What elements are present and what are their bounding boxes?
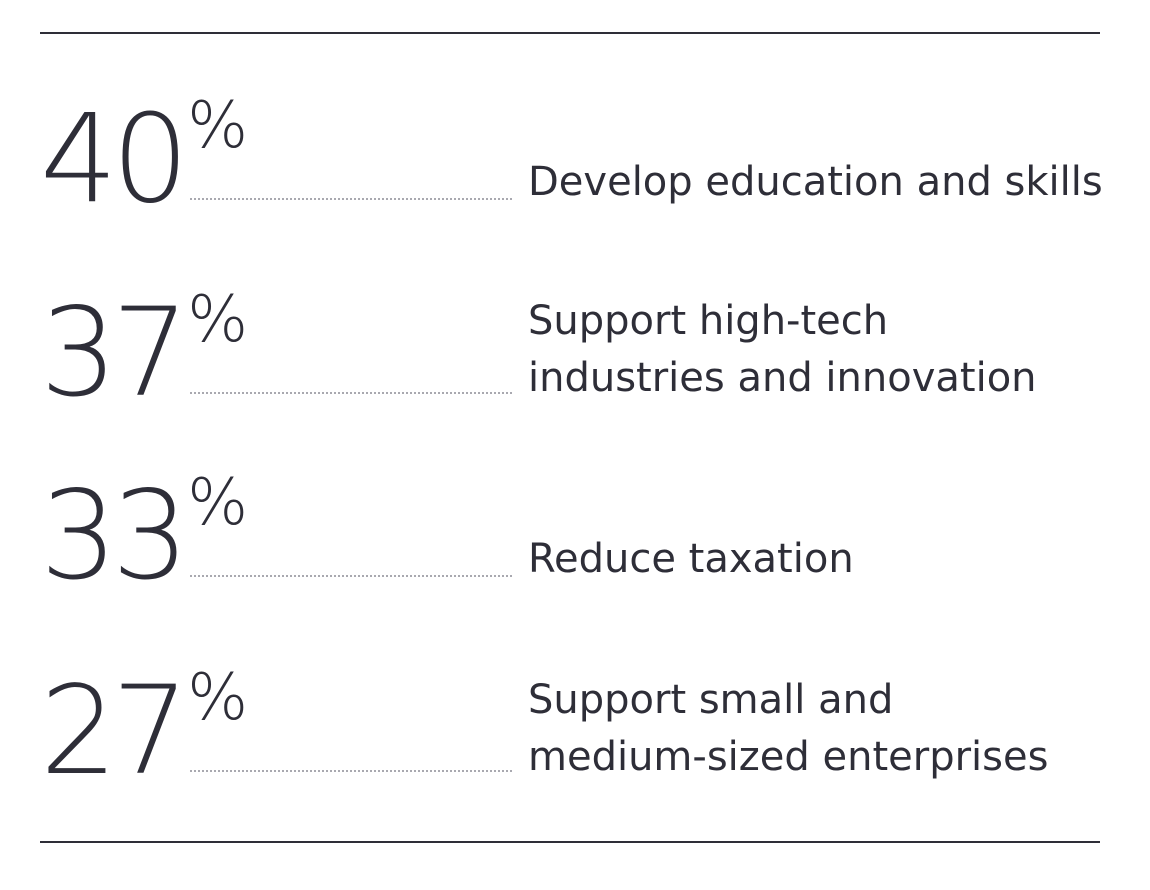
stat-value: 40% [40, 94, 248, 220]
bottom-divider [40, 841, 1100, 843]
dotted-leader [190, 770, 512, 772]
stat-number-text: 37 [40, 282, 189, 424]
percent-sign: % [187, 661, 249, 735]
stat-label: Develop education and skills [528, 159, 1103, 205]
top-divider [40, 32, 1100, 34]
stat-label: Support high-tech industries and innovat… [528, 298, 1037, 401]
dotted-leader [190, 392, 512, 394]
stat-label: Reduce taxation [528, 536, 854, 582]
stat-number-text: 27 [40, 660, 189, 802]
percent-sign: % [187, 283, 249, 357]
dotted-leader [190, 198, 512, 200]
stat-value: 37% [40, 288, 248, 414]
stat-number-text: 33 [40, 465, 189, 607]
stat-label: Support small and medium-sized enterpris… [528, 677, 1049, 780]
percent-sign: % [187, 466, 249, 540]
stat-value: 33% [40, 471, 248, 597]
dotted-leader [190, 575, 512, 577]
percent-sign: % [187, 89, 249, 163]
stat-number-text: 40 [40, 88, 189, 230]
stat-value: 27% [40, 666, 248, 792]
